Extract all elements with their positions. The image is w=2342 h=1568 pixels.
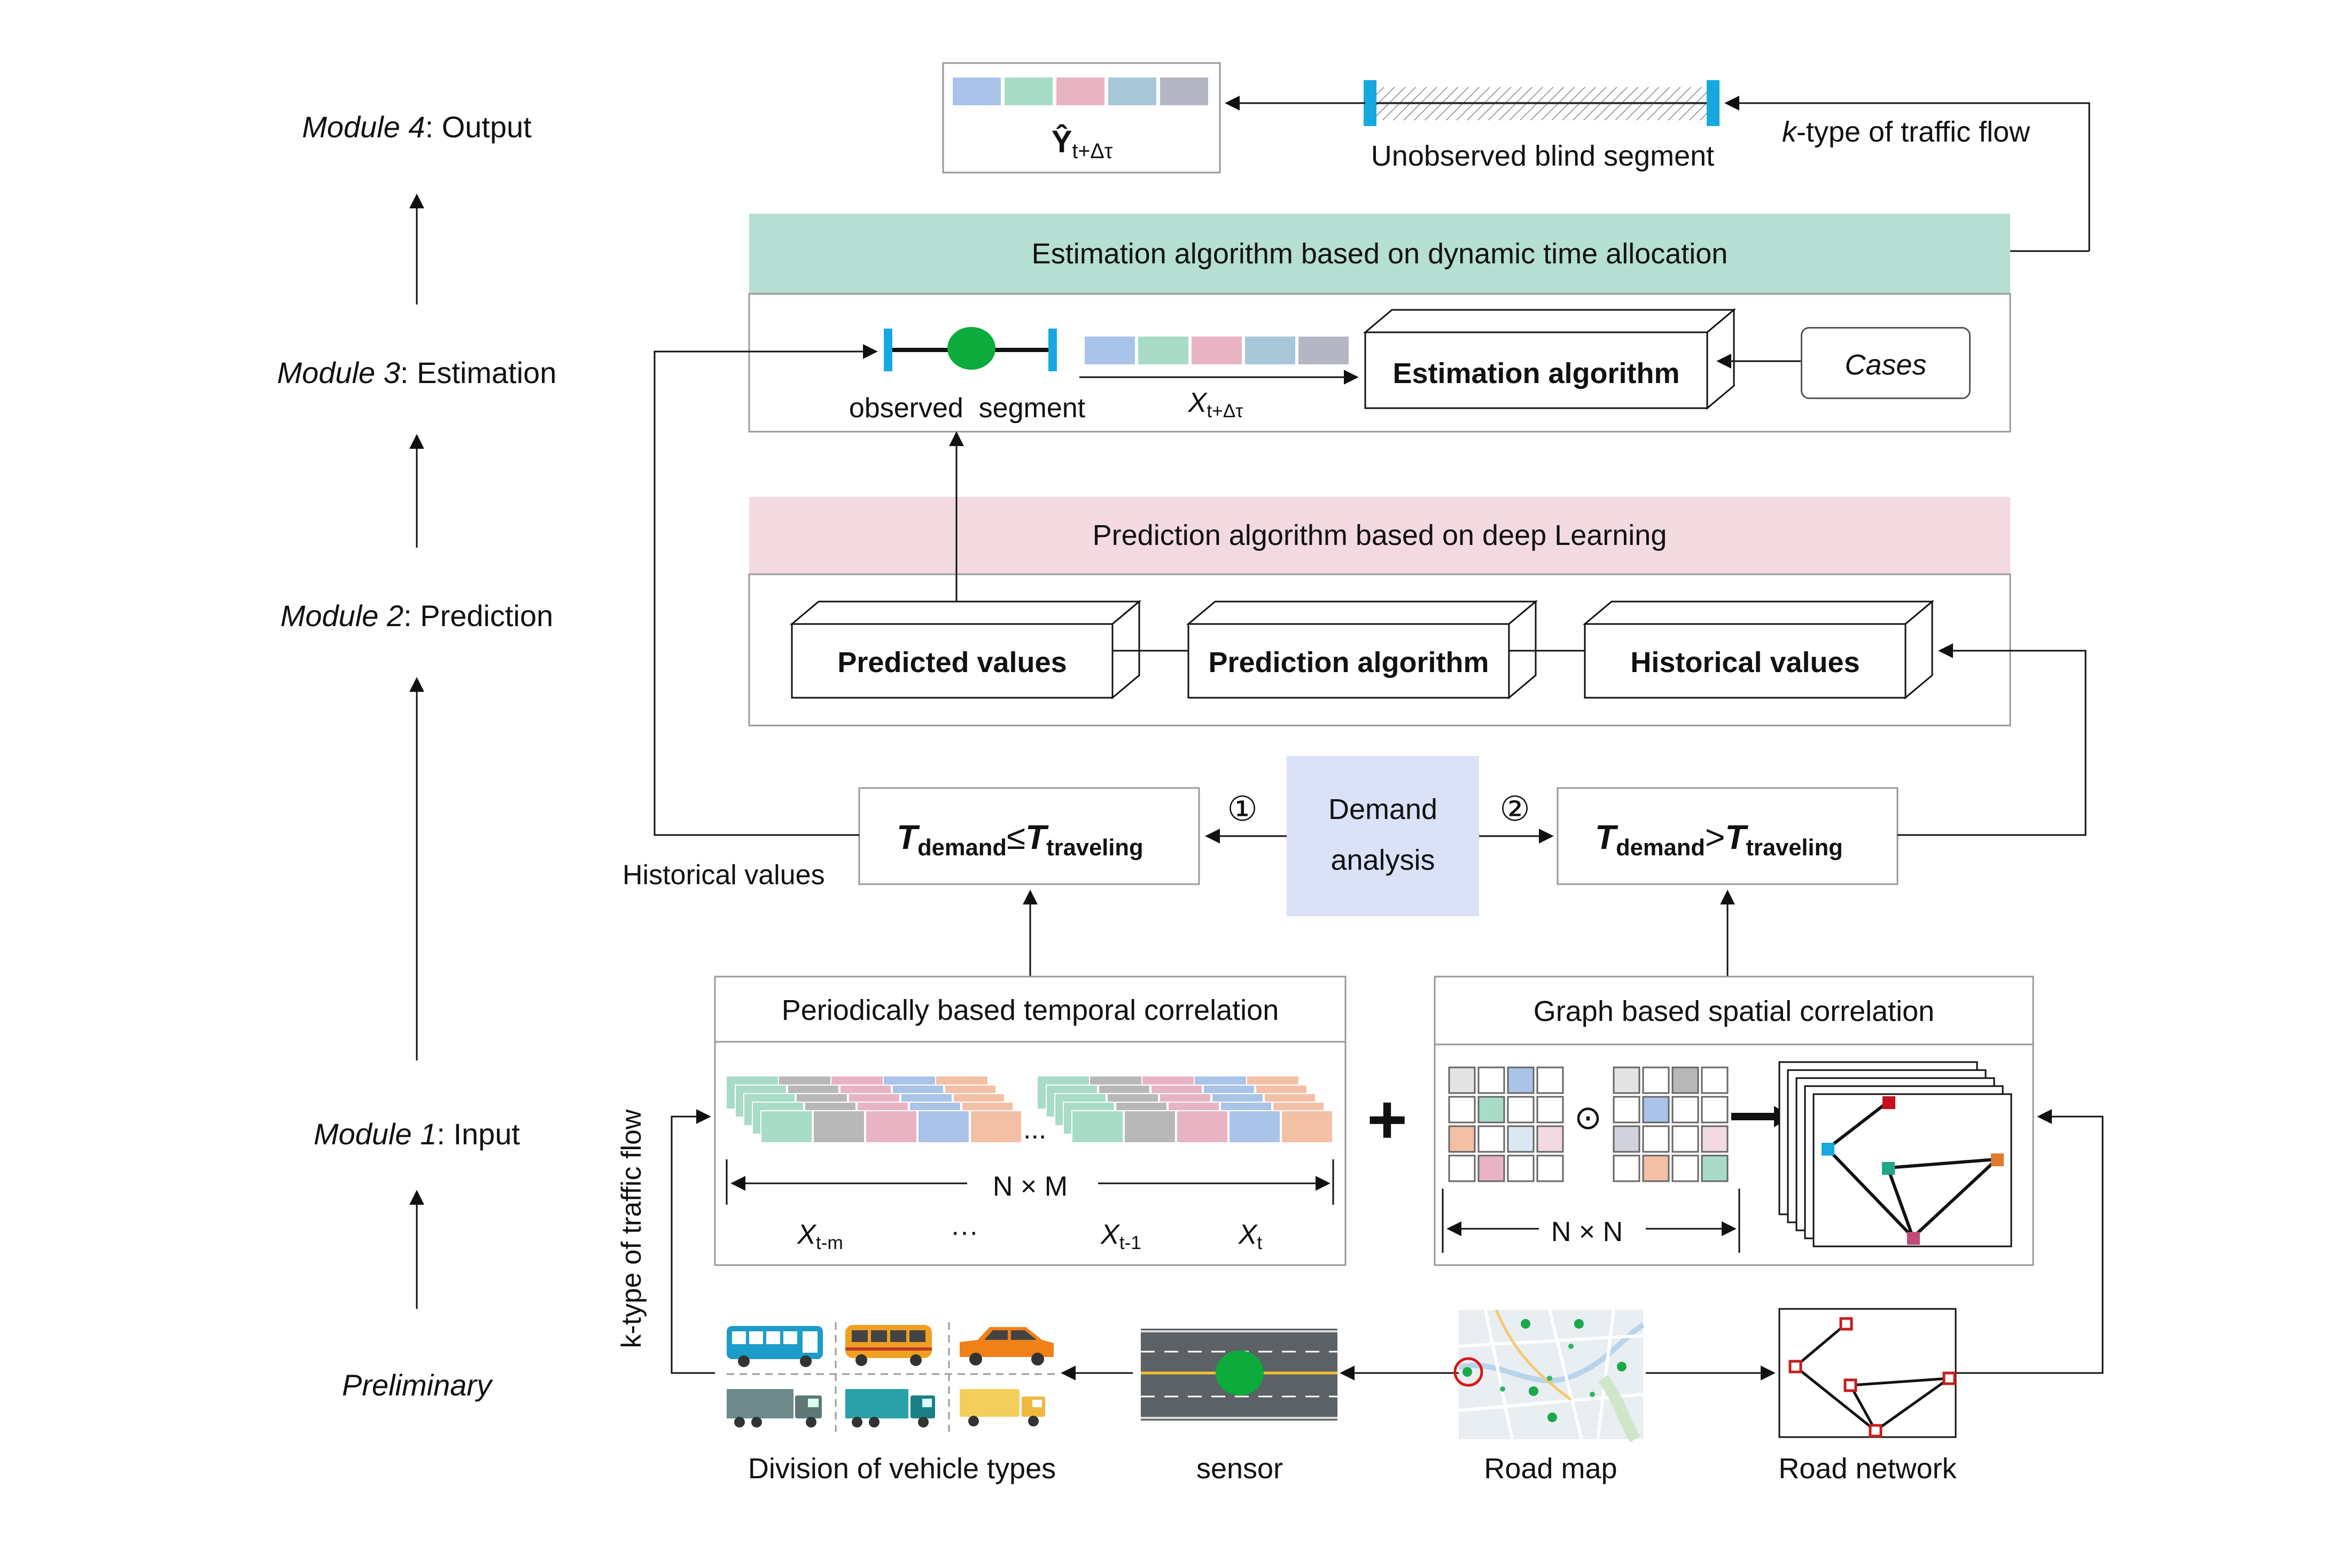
historical-values-label: Historical values bbox=[1630, 646, 1860, 678]
module-1-label: Module 1: Input bbox=[313, 1117, 520, 1151]
temporal-nm-label: N × M bbox=[992, 1171, 1068, 1202]
demand-analysis-box bbox=[1287, 756, 1479, 916]
hadamard-operator: ⊙ bbox=[1574, 1099, 1602, 1136]
arrow-flow-to-temporal bbox=[671, 1109, 715, 1374]
vehicle-grid bbox=[727, 1322, 1057, 1432]
demand-analysis-label-2: analysis bbox=[1330, 844, 1435, 876]
cases-label: Cases bbox=[1845, 349, 1927, 381]
condition-left-box bbox=[858, 787, 1200, 885]
blind-segment-label: Unobserved blind segment bbox=[1371, 140, 1715, 172]
prediction-header-bg bbox=[749, 497, 2010, 574]
flow-type-label: k-type of traffic flow bbox=[1782, 116, 2030, 148]
prediction-header: Prediction algorithm based on deep Learn… bbox=[1092, 519, 1667, 551]
historical-values-side-label: Historical values bbox=[623, 860, 825, 891]
historical-values-box bbox=[1582, 599, 1935, 700]
temporal-stack-2 bbox=[1038, 1076, 1333, 1143]
road-network-graph bbox=[1794, 1323, 1950, 1432]
car-icon bbox=[960, 1327, 1054, 1366]
temporal-header: Periodically based temporal correlation bbox=[781, 994, 1279, 1026]
predicted-values-label: Predicted values bbox=[837, 646, 1067, 678]
estimation-algorithm-box bbox=[1363, 308, 1737, 410]
temporal-ellipsis: ··· bbox=[951, 1216, 978, 1247]
preliminary-label: Preliminary bbox=[341, 1368, 492, 1402]
sensor-road-image bbox=[1141, 1329, 1337, 1421]
module-2-label: Module 2: Prediction bbox=[280, 599, 554, 633]
prediction-algorithm-label: Prediction algorithm bbox=[1208, 646, 1489, 678]
spatial-nn-label: N × N bbox=[1551, 1216, 1623, 1247]
estimation-input-vector bbox=[1085, 337, 1349, 364]
estimation-header: Estimation algorithm based on dynamic ti… bbox=[1031, 238, 1728, 270]
vehicle-types-label: Division of vehicle types bbox=[748, 1453, 1056, 1485]
road-network-label: Road network bbox=[1778, 1453, 1957, 1485]
blind-segment-right-marker bbox=[1707, 80, 1719, 126]
estimation-x-label: Xt+Δτ bbox=[1188, 387, 1243, 422]
bus-icon bbox=[727, 1326, 823, 1367]
temporal-stack-1 bbox=[727, 1076, 1022, 1143]
x-t-label: Xt bbox=[1238, 1219, 1263, 1253]
circle-two-label: ② bbox=[1499, 790, 1530, 828]
minibus-icon bbox=[845, 1325, 932, 1366]
module-4-label: Module 4: Output bbox=[302, 110, 532, 144]
x-t-m-label: Xt-m bbox=[797, 1219, 843, 1253]
truck-gray-icon bbox=[727, 1389, 822, 1427]
prediction-algorithm-box bbox=[1186, 599, 1538, 700]
condition-right-label: Tdemand>Ttraveling bbox=[1595, 818, 1843, 861]
road-map-image bbox=[1453, 1309, 1645, 1442]
road-network-nodes bbox=[1788, 1317, 1956, 1438]
condition-right-box bbox=[1557, 787, 1899, 885]
output-vector bbox=[953, 77, 1208, 105]
spatial-header: Graph based spatial correlation bbox=[1533, 995, 1935, 1027]
truck-teal-icon bbox=[845, 1389, 935, 1427]
adjacency-matrix-1 bbox=[1448, 1066, 1564, 1182]
x-t-1-label: Xt-1 bbox=[1101, 1219, 1141, 1253]
output-y-label: Ŷt+Δτ bbox=[1051, 124, 1113, 163]
arrow-right-to-historical bbox=[1897, 643, 2087, 836]
truck-yellow-icon bbox=[960, 1389, 1045, 1426]
road-map-label: Road map bbox=[1484, 1453, 1617, 1485]
estimation-algorithm-label: Estimation algorithm bbox=[1392, 357, 1680, 389]
sensor-dot bbox=[947, 327, 995, 370]
cases-box bbox=[1801, 327, 1971, 399]
arrow-network-to-spatial bbox=[1956, 1109, 2104, 1374]
estimation-header-bg bbox=[749, 214, 2010, 294]
module-3-label: Module 3: Estimation bbox=[277, 356, 557, 389]
adjacency-matrix-2 bbox=[1613, 1066, 1729, 1182]
arrow-historical-to-observed bbox=[653, 344, 878, 836]
arrow-flow-to-blind bbox=[1724, 96, 2090, 251]
flow-type-vertical-label: k-type of traffic flow bbox=[616, 1109, 647, 1348]
demand-analysis-label-1: Demand bbox=[1328, 793, 1438, 825]
sensor-label: sensor bbox=[1196, 1453, 1283, 1485]
predicted-values-box bbox=[789, 599, 1142, 700]
blind-segment-left-marker bbox=[1364, 80, 1376, 126]
condition-left-label: Tdemand≤Ttraveling bbox=[897, 818, 1143, 861]
circle-one-label: ① bbox=[1227, 790, 1258, 828]
graph bbox=[1826, 1100, 1998, 1239]
observed-segment-label: observed segment bbox=[849, 393, 1086, 424]
plus-sign: + bbox=[1367, 1080, 1407, 1158]
temporal-dots: ... bbox=[1023, 1114, 1047, 1145]
